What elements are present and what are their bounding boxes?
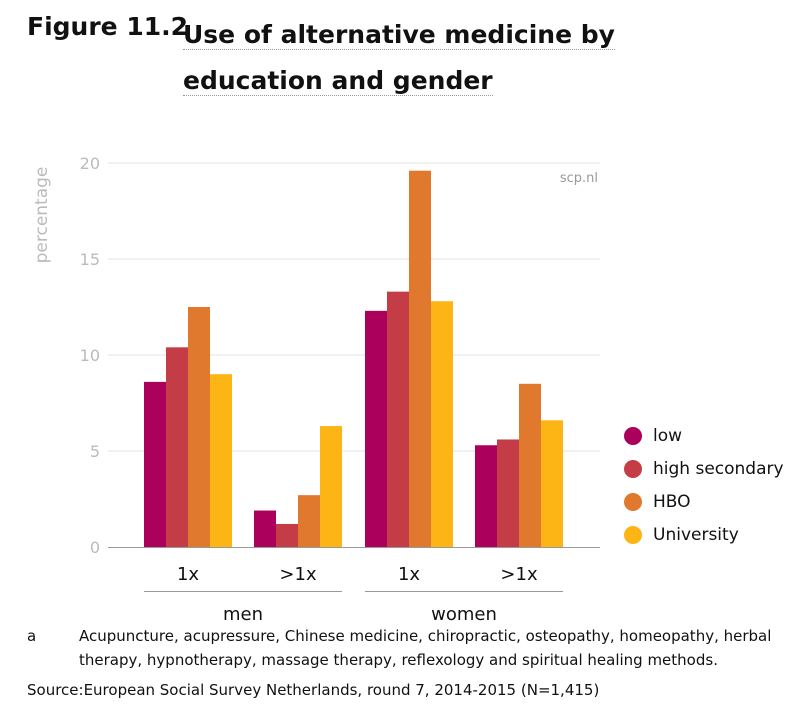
y-axis-label: percentage [32, 167, 52, 264]
bar-hbo [519, 383, 541, 547]
footnote-marker: a [27, 627, 37, 645]
legend-item: low [624, 426, 682, 446]
group-label: men [223, 604, 263, 625]
bar-low [144, 381, 166, 547]
bar-university [210, 374, 232, 547]
footnote: Acupuncture, acupressure, Chinese medici… [79, 627, 772, 669]
source: Source:European Social Survey Netherland… [27, 681, 600, 699]
y-tick-label: 10 [80, 346, 100, 365]
x-tick-label: >1x [500, 564, 538, 585]
bar-low [365, 310, 387, 547]
y-tick-label: 15 [80, 250, 100, 269]
bar-high-secondary [497, 439, 519, 547]
legend-label: high secondary [653, 459, 784, 479]
legend-swatch-icon [624, 460, 642, 478]
bar-low [254, 510, 276, 547]
watermark: scp.nl [560, 171, 598, 186]
legend-swatch-icon [624, 427, 642, 445]
x-tick-label: >1x [279, 564, 317, 585]
bar-high-secondary [387, 291, 409, 547]
legend-item: high secondary [624, 459, 784, 479]
y-tick-label: 20 [80, 154, 100, 173]
legend-item: HBO [624, 492, 691, 512]
x-tick-label: 1x [177, 564, 199, 585]
bar-university [431, 301, 453, 547]
group-label: women [431, 604, 497, 625]
bar-low [475, 445, 497, 547]
legend-label: low [653, 426, 683, 446]
legend-label: University [653, 525, 739, 545]
y-tick-label: 5 [90, 442, 100, 461]
figure-label: Figure 11.2 [27, 12, 189, 41]
bar-hbo [188, 307, 210, 547]
bar-hbo [298, 495, 320, 547]
legend-item: University [624, 525, 739, 545]
chart-title: Use of alternative medicine by education… [183, 12, 763, 104]
y-tick-label: 0 [90, 538, 100, 557]
x-tick-label: 1x [398, 564, 420, 585]
legend-swatch-icon [624, 526, 642, 544]
bar-high-secondary [166, 347, 188, 547]
bar-university [541, 420, 563, 547]
legend-label: HBO [653, 492, 691, 512]
chart-title-text: Use of alternative medicine by education… [183, 20, 615, 96]
bar-hbo [409, 170, 431, 547]
bar-high-secondary [276, 523, 298, 547]
legend-swatch-icon [624, 493, 642, 511]
bar-university [320, 426, 342, 547]
